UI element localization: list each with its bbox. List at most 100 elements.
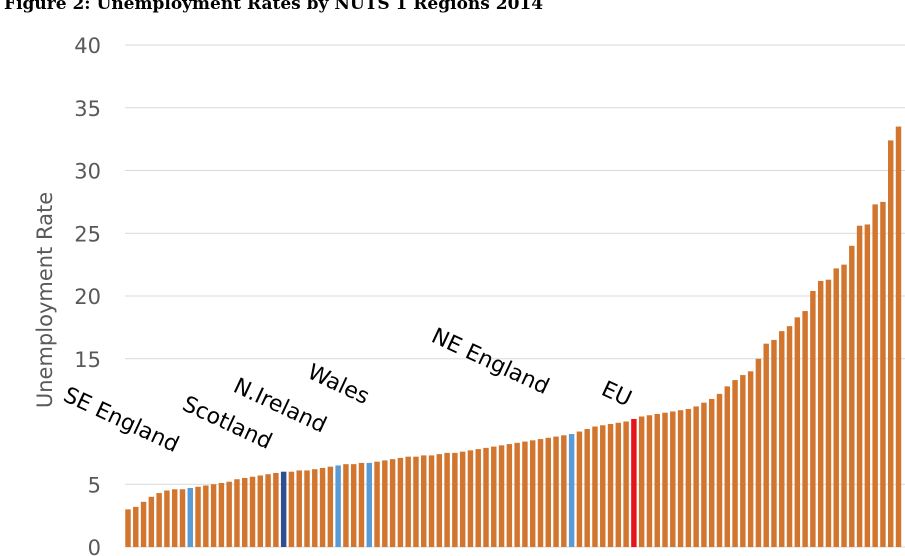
bar-30 — [358, 462, 365, 547]
bar-13 — [226, 481, 232, 547]
bar-46 — [483, 447, 489, 547]
bar-50 — [514, 442, 520, 547]
bar-91 — [833, 268, 839, 547]
bar-10 — [203, 485, 209, 547]
bar-2 — [140, 501, 147, 547]
bar-74 — [701, 402, 707, 547]
bar-44 — [467, 450, 474, 547]
bar-21 — [288, 471, 295, 547]
bar-36 — [405, 456, 411, 547]
bar-15 — [242, 477, 248, 547]
y-tick-label-35: 35 — [74, 97, 101, 121]
bar-66 — [638, 416, 645, 547]
bar-62 — [607, 424, 614, 547]
bar-35 — [397, 457, 404, 547]
bar-68 — [654, 413, 660, 547]
y-tick-label-25: 25 — [74, 222, 101, 246]
bar-40 — [436, 454, 443, 547]
bar-48 — [498, 445, 505, 547]
bar-64 — [623, 421, 629, 547]
bar-53 — [537, 439, 544, 547]
annotation-eu: EU — [597, 377, 635, 412]
y-tick-label-5: 5 — [88, 473, 101, 497]
bar-19 — [273, 472, 279, 547]
bar-94 — [856, 225, 863, 547]
y-tick-label-15: 15 — [74, 348, 101, 372]
bar-20 — [280, 471, 287, 547]
bar-4 — [156, 493, 162, 547]
bar-51 — [522, 441, 528, 547]
bar-63 — [615, 422, 622, 547]
bar-38 — [421, 455, 427, 547]
bar-25 — [319, 467, 326, 547]
bar-5 — [164, 490, 170, 547]
bar-32 — [374, 461, 380, 547]
bar-82 — [763, 343, 769, 547]
bar-29 — [350, 464, 357, 547]
bars — [125, 126, 902, 548]
bar-23 — [304, 470, 310, 547]
chart-title: Figure 2: Unemployment Rates by NUTS 1 R… — [4, 0, 544, 14]
bar-41 — [444, 452, 450, 548]
bar-34 — [389, 459, 396, 547]
bar-72 — [685, 408, 692, 547]
bar-59 — [584, 429, 590, 547]
bar-45 — [475, 449, 481, 547]
bar-85 — [786, 326, 793, 547]
y-tick-label-0: 0 — [88, 536, 101, 556]
y-tick-label-20: 20 — [74, 285, 101, 309]
bar-47 — [491, 446, 497, 547]
bar-93 — [849, 245, 855, 548]
bar-58 — [576, 431, 583, 547]
bar-16 — [249, 476, 256, 547]
bar-39 — [428, 455, 435, 547]
bar-49 — [506, 444, 513, 547]
bar-54 — [545, 437, 551, 547]
y-axis-title: Unemployment Rate — [33, 192, 57, 408]
bar-78 — [732, 380, 738, 547]
bar-81 — [755, 358, 762, 547]
bar-9 — [195, 486, 201, 547]
bar-12 — [218, 483, 225, 547]
y-axis-tick-labels: 0 5 15 20 25 30 35 40 — [74, 34, 101, 556]
bar-22 — [296, 470, 302, 547]
bar-55 — [553, 436, 559, 547]
bar-11 — [210, 484, 217, 547]
bar-98 — [887, 140, 894, 547]
bar-0 — [125, 509, 131, 547]
annotation-ne-england: NE England — [427, 324, 552, 400]
bar-67 — [646, 415, 653, 547]
bar-24 — [312, 469, 318, 547]
bar-7 — [179, 489, 186, 547]
bar-96 — [872, 204, 878, 547]
bar-76 — [716, 393, 723, 547]
bar-37 — [413, 456, 419, 547]
bar-92 — [841, 264, 847, 548]
bar-65 — [631, 418, 637, 547]
y-tick-label-30: 30 — [74, 160, 101, 184]
bar-56 — [561, 435, 567, 547]
bar-83 — [771, 339, 777, 547]
bar-27 — [335, 465, 341, 547]
bar-80 — [747, 371, 754, 547]
bar-3 — [148, 496, 155, 547]
bar-97 — [880, 201, 886, 548]
bar-31 — [366, 462, 372, 547]
bar-84 — [779, 331, 785, 547]
bar-57 — [568, 434, 575, 547]
bar-71 — [677, 410, 684, 547]
bar-17 — [257, 475, 264, 547]
bar-8 — [187, 488, 193, 547]
bar-79 — [740, 375, 746, 547]
bar-73 — [693, 406, 699, 547]
bar-28 — [343, 464, 349, 547]
y-tick-label-40: 40 — [74, 34, 101, 58]
bar-95 — [864, 224, 871, 547]
bar-70 — [670, 411, 676, 547]
annotation-se-england: SE England — [59, 383, 182, 458]
bar-6 — [171, 489, 178, 547]
bar-60 — [592, 426, 598, 547]
bar-61 — [600, 425, 606, 547]
